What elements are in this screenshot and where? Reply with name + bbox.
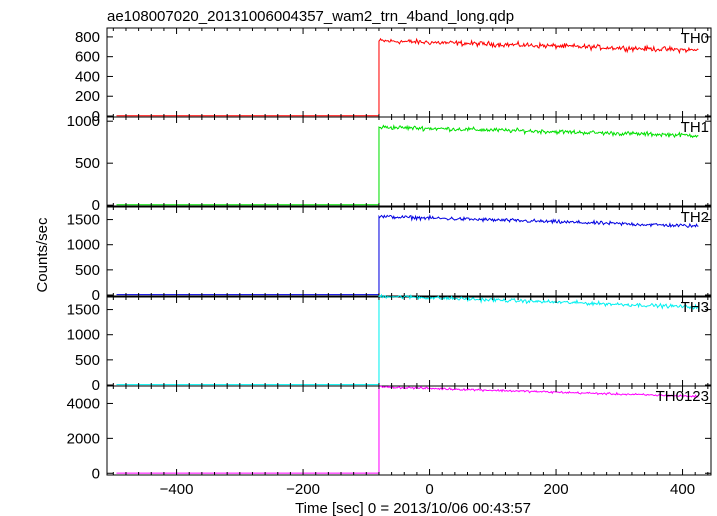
y-axis-label: Counts/sec [34,217,51,293]
x-tick-label: 200 [544,481,569,498]
y-tick-label: 4000 [67,395,100,412]
y-tick-label: 500 [75,352,100,369]
panel-label-th2: TH2 [681,209,709,226]
y-tick-label: 500 [75,155,100,172]
y-tick-label: 1500 [67,212,100,229]
x-axis-label: Time [sec] 0 = 2013/10/06 00:43:57 [295,500,531,516]
y-tick-label: 500 [75,262,100,279]
series-line-th0123 [116,385,699,474]
x-tick-label: 400 [670,481,695,498]
panel-th1: 0 500 1000 TH1 [67,113,712,214]
panel-label-th1: TH1 [681,119,709,136]
panel-th0: 0 200 400 600 800 TH0 [75,27,712,125]
panel-frame [106,27,712,118]
series-line-th2 [116,214,699,296]
y-tick-label: 600 [75,49,100,66]
x-tick-label: −200 [286,481,320,498]
panel-frame [106,206,712,297]
y-tick-label: 0 [92,465,100,482]
series-line-th0 [116,37,699,117]
panel-frame [106,296,712,387]
y-tick-label: 2000 [67,430,100,447]
x-tick-label: 0 [425,481,433,498]
chart-title: ae108007020_20131006004357_wam2_trn_4ban… [107,8,514,25]
panel-th3: 0 500 1000 1500 TH3 [67,293,712,394]
series-line-th1 [116,124,699,206]
y-tick-label: 1000 [67,113,100,130]
panels-group: 0 200 400 600 800 TH0 0 500 1000 TH1 0 500 1000 1500 T… [67,27,712,498]
panel-label-th0: TH0 [681,30,709,47]
y-tick-label: 1500 [67,302,100,319]
x-tick-label: −400 [160,481,194,498]
panel-frame [106,385,712,476]
y-tick-label: 400 [75,68,100,85]
panel-frame [106,116,712,207]
panel-label-th3: TH3 [681,299,709,316]
panel-label-th0123: TH0123 [656,388,709,405]
y-tick-label: 0 [92,377,100,394]
y-tick-label: 800 [75,29,100,46]
y-tick-label: 0 [92,287,100,304]
panel-th2: 0 500 1000 1500 TH2 [67,206,712,304]
y-tick-label: 1000 [67,327,100,344]
panel-th0123: 0 2000 4000 TH0123 [67,385,712,482]
y-tick-label: 200 [75,88,100,105]
series-line-th3 [116,293,699,386]
y-tick-label: 0 [92,197,100,214]
y-tick-label: 1000 [67,237,100,254]
y-tick-label: 0 [92,108,100,125]
